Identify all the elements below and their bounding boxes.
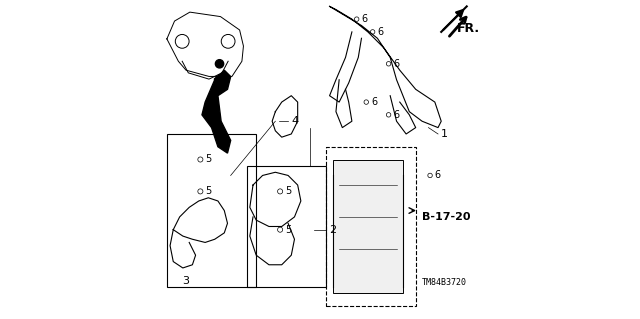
Text: 6: 6 <box>378 27 383 37</box>
Text: 5: 5 <box>285 186 291 197</box>
Polygon shape <box>202 70 230 153</box>
Text: FR.: FR. <box>457 22 480 35</box>
Text: 2: 2 <box>330 225 337 235</box>
Text: 6: 6 <box>394 59 399 69</box>
Text: 5: 5 <box>205 186 211 197</box>
Text: 1: 1 <box>441 129 448 139</box>
Text: 3: 3 <box>182 276 189 286</box>
Bar <box>333 160 403 293</box>
Text: B-17-20: B-17-20 <box>422 212 470 222</box>
Bar <box>246 166 326 287</box>
Text: 6: 6 <box>362 14 367 24</box>
Bar <box>167 134 256 287</box>
Text: 4: 4 <box>291 116 298 126</box>
Circle shape <box>216 60 223 68</box>
Text: TM84B3720: TM84B3720 <box>422 278 467 287</box>
Bar <box>326 147 416 306</box>
Text: 6: 6 <box>435 170 441 181</box>
Text: 6: 6 <box>394 110 399 120</box>
Text: 5: 5 <box>285 225 291 235</box>
Text: 5: 5 <box>205 154 211 165</box>
Text: 6: 6 <box>371 97 377 107</box>
